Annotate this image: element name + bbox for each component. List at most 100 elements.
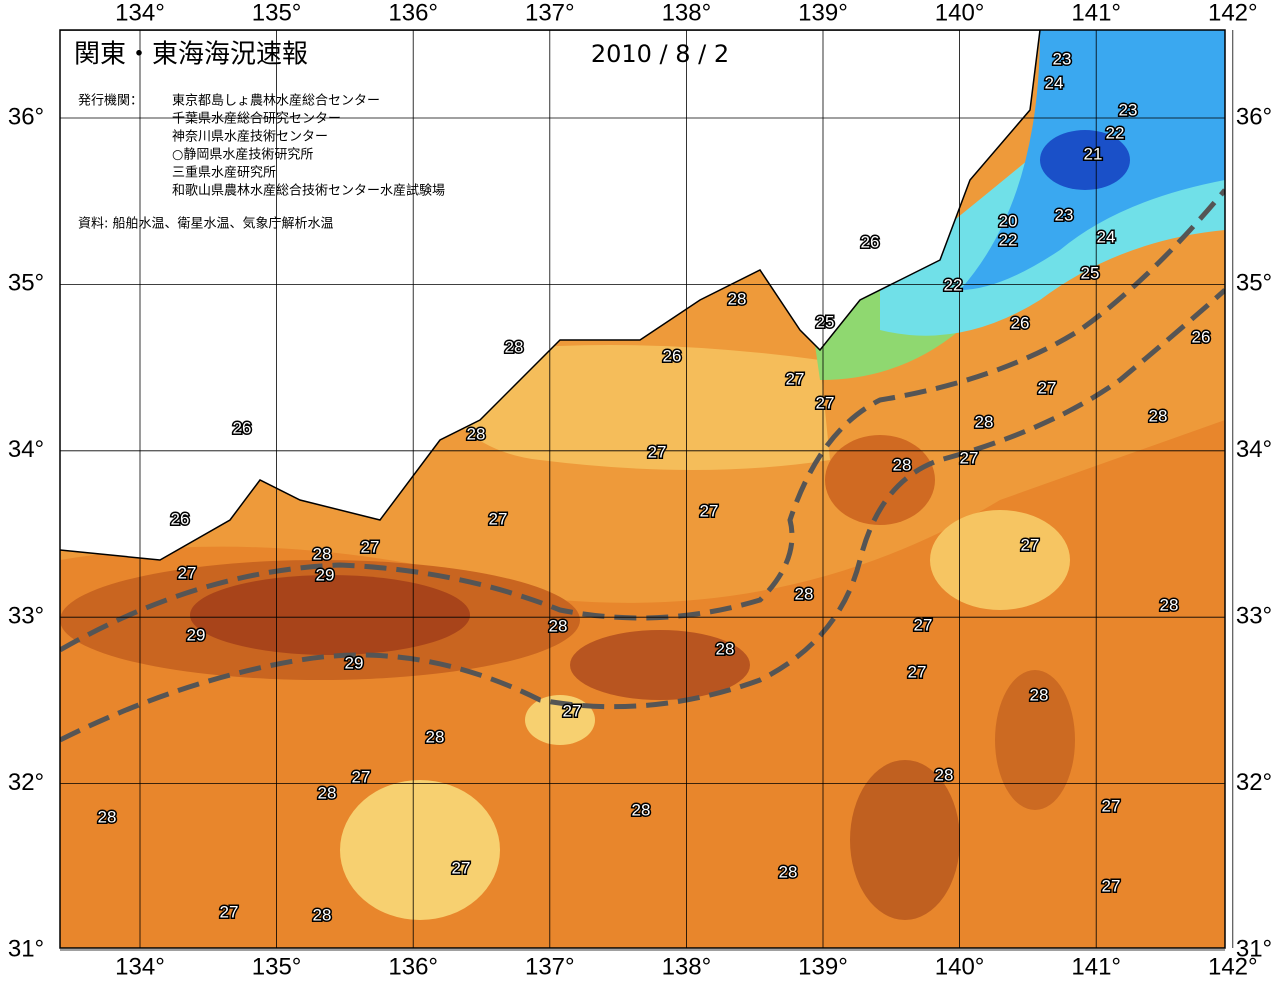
contour-label: 27 bbox=[1038, 378, 1057, 397]
longitude-label: 141° bbox=[1071, 953, 1121, 980]
warm-core bbox=[850, 760, 960, 920]
latitude-label: 31° bbox=[8, 935, 44, 962]
longitude-label: 135° bbox=[252, 953, 302, 980]
warm-core bbox=[190, 575, 470, 655]
contour-label: 28 bbox=[313, 544, 332, 563]
contour-label: 28 bbox=[318, 783, 337, 802]
contour-label: 28 bbox=[632, 800, 651, 819]
contour-label: 28 bbox=[1160, 595, 1179, 614]
contour-label: 28 bbox=[728, 289, 747, 308]
contour-label: 28 bbox=[1030, 685, 1049, 704]
contour-label: 24 bbox=[1097, 227, 1116, 246]
latitude-label: 35° bbox=[8, 270, 44, 297]
longitude-label: 136° bbox=[388, 953, 438, 980]
latitude-label: 32° bbox=[8, 769, 44, 796]
publisher: ○静岡県水産技術研究所 bbox=[172, 147, 313, 163]
contour-label: 26 bbox=[663, 346, 682, 365]
cool-area bbox=[340, 780, 500, 920]
contour-label: 27 bbox=[1102, 796, 1121, 815]
cool-area bbox=[525, 695, 595, 745]
latitude-label: 33° bbox=[1236, 603, 1272, 630]
contour-label: 28 bbox=[779, 862, 798, 881]
contour-label: 26 bbox=[233, 418, 252, 437]
date: 2010 / 8 / 2 bbox=[591, 40, 729, 68]
contour-label: 26 bbox=[1011, 313, 1030, 332]
contour-label: 28 bbox=[795, 584, 814, 603]
longitude-label: 135° bbox=[252, 0, 302, 26]
publisher-label: 発行機関： bbox=[78, 94, 143, 109]
contour-label: 26 bbox=[171, 509, 190, 528]
longitude-label: 138° bbox=[662, 0, 712, 26]
contour-label: 23 bbox=[1053, 49, 1072, 68]
publisher: 千葉県水産総合研究センター bbox=[172, 111, 341, 127]
longitude-label: 136° bbox=[388, 0, 438, 26]
title: 関東・東海海況速報 bbox=[74, 40, 308, 70]
contour-label: 26 bbox=[861, 232, 880, 251]
contour-label: 28 bbox=[98, 807, 117, 826]
contour-label: 26 bbox=[1192, 327, 1211, 346]
contour-label: 29 bbox=[345, 653, 364, 672]
longitude-label: 141° bbox=[1071, 0, 1121, 26]
contour-label: 21 bbox=[1084, 144, 1103, 163]
coastline bbox=[60, 30, 1041, 561]
contour-label: 27 bbox=[361, 537, 380, 556]
contour-label: 29 bbox=[187, 625, 206, 644]
map-frame bbox=[59, 29, 1226, 949]
contour-label: 27 bbox=[489, 509, 508, 528]
contour-label: 28 bbox=[935, 765, 954, 784]
contour-label: 20 bbox=[999, 211, 1018, 230]
longitude-label: 140° bbox=[935, 953, 985, 980]
latitude-label: 33° bbox=[8, 603, 44, 630]
contour-label: 27 bbox=[700, 501, 719, 520]
contour-label: 25 bbox=[1081, 263, 1100, 282]
contour-label: 24 bbox=[1045, 73, 1064, 92]
contour-label: 27 bbox=[563, 701, 582, 720]
contour-label: 27 bbox=[648, 442, 667, 461]
latitude-label: 36° bbox=[8, 103, 44, 130]
longitude-label: 142° bbox=[1208, 0, 1258, 26]
contour-label: 22 bbox=[1106, 123, 1125, 142]
contour-label: 27 bbox=[786, 369, 805, 388]
contour-label: 25 bbox=[816, 312, 835, 331]
source: 資料: 船舶水温、衛星水温、気象庁解析水温 bbox=[78, 216, 334, 232]
contour-label: 28 bbox=[426, 727, 445, 746]
warm-core bbox=[825, 435, 935, 525]
contour-label: 27 bbox=[352, 767, 371, 786]
longitude-label: 142° bbox=[1208, 953, 1258, 980]
latitude-label: 32° bbox=[1236, 769, 1272, 796]
contour-label: 27 bbox=[914, 615, 933, 634]
contour-label: 22 bbox=[944, 275, 963, 294]
contour-label: 22 bbox=[999, 230, 1018, 249]
latitude-label: 34° bbox=[1236, 436, 1272, 463]
longitude-label: 140° bbox=[935, 0, 985, 26]
contour-label: 27 bbox=[816, 393, 835, 412]
contour-label: 28 bbox=[1149, 406, 1168, 425]
contour-label: 23 bbox=[1055, 205, 1074, 224]
longitude-label: 134° bbox=[115, 953, 165, 980]
publisher: 東京都島しょ農林水産総合センター bbox=[172, 93, 380, 109]
contour-label: 27 bbox=[178, 563, 197, 582]
latitude-label: 35° bbox=[1236, 270, 1272, 297]
contour-label: 28 bbox=[467, 424, 486, 443]
latitude-label: 36° bbox=[1236, 103, 1272, 130]
cold-core bbox=[1040, 130, 1130, 190]
contour-label: 29 bbox=[316, 565, 335, 584]
longitude-label: 139° bbox=[798, 0, 848, 26]
kuroshio-axis bbox=[60, 188, 1225, 653]
contour-label: 27 bbox=[452, 858, 471, 877]
warm-core bbox=[570, 630, 750, 700]
contour-label: 28 bbox=[313, 905, 332, 924]
contour-label: 28 bbox=[893, 455, 912, 474]
contour-label: 27 bbox=[960, 448, 979, 467]
kuroshio-edge bbox=[60, 288, 1225, 743]
contour-label: 28 bbox=[549, 616, 568, 635]
longitude-label: 137° bbox=[525, 0, 575, 26]
longitude-label: 139° bbox=[798, 953, 848, 980]
publisher: 神奈川県水産技術センター bbox=[172, 129, 328, 145]
contour-label: 28 bbox=[975, 412, 994, 431]
longitude-label: 137° bbox=[525, 953, 575, 980]
contour-label: 27 bbox=[908, 662, 927, 681]
contour-label: 28 bbox=[505, 337, 524, 356]
contour-label: 27 bbox=[1102, 876, 1121, 895]
